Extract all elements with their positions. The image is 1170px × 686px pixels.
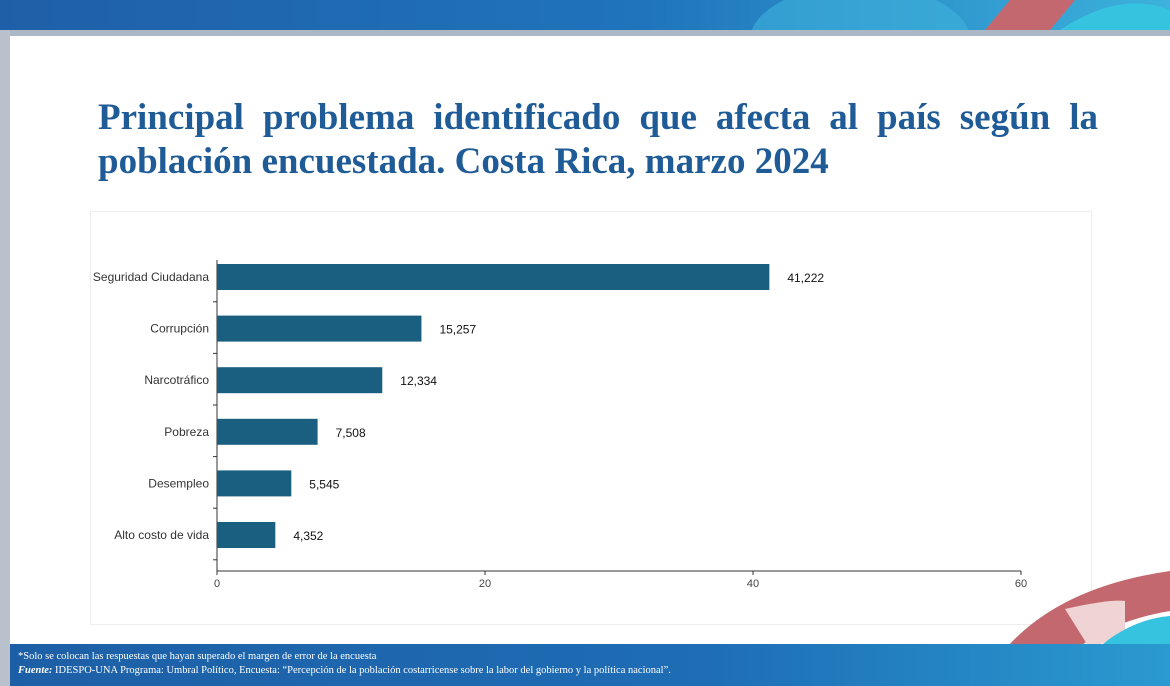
header-rule — [0, 30, 1170, 36]
x-tick-label: 40 — [747, 578, 759, 590]
category-label: Desempleo — [148, 476, 209, 490]
category-label: Narcotráfico — [144, 373, 209, 387]
bar — [217, 418, 318, 445]
header-decoration — [751, 0, 1170, 30]
page-title: Principal problema identificado que afec… — [98, 97, 1098, 182]
x-tick-label: 0 — [214, 578, 220, 590]
data-label: 41,222 — [787, 271, 824, 285]
footer-note: *Solo se colocan las respuestas que haya… — [18, 651, 377, 662]
data-label: 4,352 — [293, 529, 323, 543]
bar — [217, 315, 422, 342]
footer-band: *Solo se colocan las respuestas que haya… — [10, 644, 1170, 686]
bar — [217, 522, 276, 548]
x-tick-label: 60 — [1015, 578, 1027, 590]
category-label: Corrupción — [150, 322, 209, 336]
category-label: Alto costo de vida — [114, 528, 209, 542]
category-label: Seguridad Ciudadana — [93, 270, 209, 284]
data-label: 7,508 — [336, 426, 366, 440]
footer-source: Fuente: IDESPO-UNA Programa: Umbral Polí… — [18, 664, 1170, 678]
data-label: 12,334 — [400, 374, 437, 388]
x-tick-label: 20 — [479, 578, 491, 590]
bar — [217, 470, 292, 497]
footer-source-text: IDESPO-UNA Programa: Umbral Político, En… — [52, 665, 671, 676]
data-label: 15,257 — [439, 323, 476, 337]
data-label: 5,545 — [309, 477, 339, 491]
bar-chart: Seguridad Ciudadana 41,222 Corrupción 15,25… — [93, 260, 1027, 590]
category-label: Pobreza — [164, 425, 209, 439]
left-rule — [0, 30, 10, 686]
bar — [217, 264, 770, 290]
bar — [217, 367, 383, 394]
header-band — [0, 0, 1170, 30]
chart-panel: Seguridad Ciudadana 41,222 Corrupción 15,25… — [90, 211, 1092, 625]
footer-source-label: Fuente: — [18, 665, 53, 676]
